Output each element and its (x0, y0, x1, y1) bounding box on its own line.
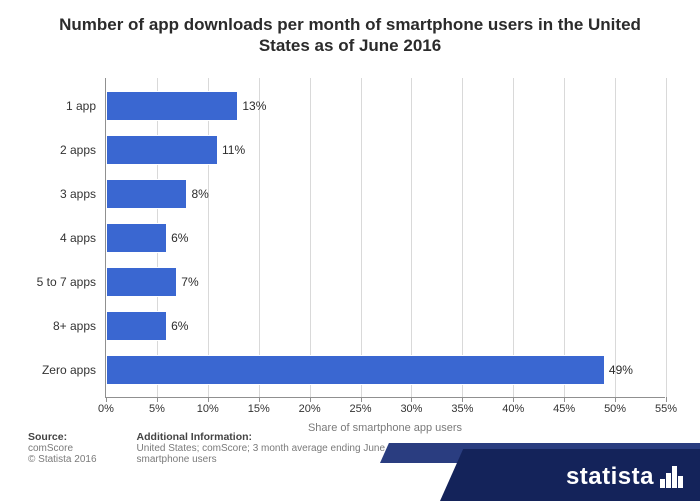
bar (106, 135, 218, 165)
bar-value-label: 6% (167, 223, 188, 253)
statista-logo: statista (566, 463, 682, 491)
bar-value-label: 49% (605, 355, 633, 385)
y-tick-label: 3 apps (60, 179, 106, 209)
y-tick-label: Zero apps (42, 355, 106, 385)
bar (106, 223, 167, 253)
bar-row: Zero apps49% (106, 355, 665, 385)
bar-value-label: 7% (177, 267, 198, 297)
y-tick-label: 8+ apps (53, 311, 106, 341)
bar-value-label: 6% (167, 311, 188, 341)
bar (106, 311, 167, 341)
bar-value-label: 11% (218, 135, 245, 165)
bar (106, 355, 605, 385)
copyright: © Statista 2016 (28, 454, 97, 465)
bar (106, 91, 238, 121)
gridline (666, 78, 667, 397)
x-axis-label: Share of smartphone app users (105, 398, 665, 434)
source-value: comScore (28, 443, 97, 454)
bar (106, 179, 187, 209)
y-tick-label: 1 app (66, 91, 106, 121)
bar-value-label: 8% (187, 179, 208, 209)
plot-area: 0%5%10%15%20%25%30%35%40%45%50%55%1 app1… (105, 78, 665, 398)
statista-wave-icon (660, 466, 682, 488)
source-label: Source: (28, 431, 97, 443)
bar-row: 3 apps8% (106, 179, 665, 209)
y-tick-label: 2 apps (60, 135, 106, 165)
bar-value-label: 13% (238, 91, 266, 121)
source-block: Source: comScore © Statista 2016 (28, 431, 97, 465)
addl-info-label: Additional Information: (137, 431, 437, 443)
bar-row: 2 apps11% (106, 135, 665, 165)
bar-row: 8+ apps6% (106, 311, 665, 341)
chart: 0%5%10%15%20%25%30%35%40%45%50%55%1 app1… (105, 78, 665, 398)
y-tick-label: 4 apps (60, 223, 106, 253)
bar-row: 1 app13% (106, 91, 665, 121)
y-tick-label: 5 to 7 apps (37, 267, 106, 297)
chart-title: Number of app downloads per month of sma… (0, 0, 700, 61)
bar (106, 267, 177, 297)
brand-name: statista (566, 463, 654, 491)
bar-row: 5 to 7 apps7% (106, 267, 665, 297)
bar-row: 4 apps6% (106, 223, 665, 253)
